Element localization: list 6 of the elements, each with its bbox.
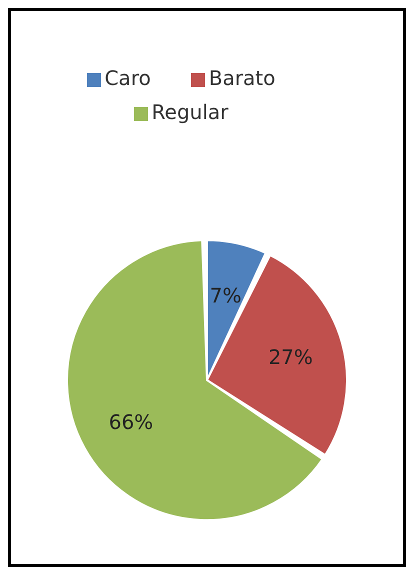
data-label: 27% (268, 345, 313, 370)
legend-label: Barato (208, 66, 276, 90)
legend-label: Caro (104, 66, 151, 90)
data-label: 7% (210, 283, 242, 308)
data-label: 66% (108, 410, 154, 434)
legend-label: Regular (152, 100, 228, 124)
